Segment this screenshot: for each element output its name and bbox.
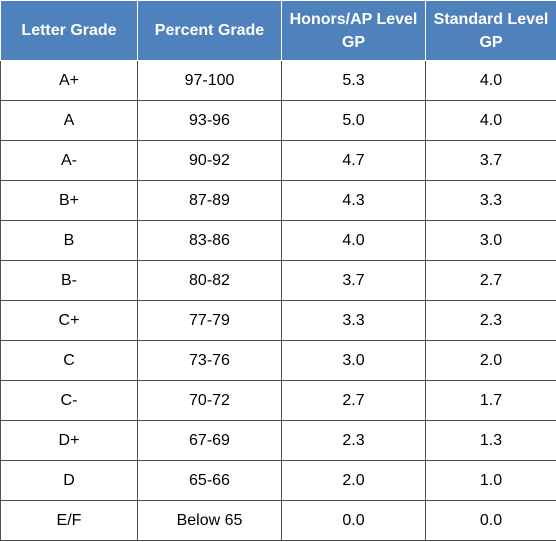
cell-standard-gp: 3.3 — [425, 180, 556, 221]
cell-percent-grade: 93-96 — [137, 100, 282, 141]
cell-letter-grade: E/F — [0, 500, 138, 541]
cell-honors-ap-gp: 4.3 — [281, 180, 426, 221]
cell-percent-grade: 80-82 — [137, 260, 282, 301]
cell-percent-grade: 67-69 — [137, 420, 282, 461]
cell-letter-grade: B+ — [0, 180, 138, 221]
cell-percent-grade: 83-86 — [137, 220, 282, 261]
cell-standard-gp: 3.7 — [425, 140, 556, 181]
cell-standard-gp: 2.0 — [425, 340, 556, 381]
cell-honors-ap-gp: 2.3 — [281, 420, 426, 461]
cell-letter-grade: C- — [0, 380, 138, 421]
table-row: D 65-66 2.0 1.0 — [0, 460, 556, 501]
cell-percent-grade: 87-89 — [137, 180, 282, 221]
table-row: C+ 77-79 3.3 2.3 — [0, 300, 556, 341]
cell-letter-grade: A — [0, 100, 138, 141]
cell-honors-ap-gp: 2.7 — [281, 380, 426, 421]
cell-percent-grade: 65-66 — [137, 460, 282, 501]
cell-letter-grade: D — [0, 460, 138, 501]
cell-percent-grade: 77-79 — [137, 300, 282, 341]
cell-honors-ap-gp: 5.3 — [281, 60, 426, 101]
cell-percent-grade: 73-76 — [137, 340, 282, 381]
cell-standard-gp: 1.0 — [425, 460, 556, 501]
table-row: B+ 87-89 4.3 3.3 — [0, 180, 556, 221]
table-row: E/F Below 65 0.0 0.0 — [0, 500, 556, 541]
cell-letter-grade: C — [0, 340, 138, 381]
cell-honors-ap-gp: 5.0 — [281, 100, 426, 141]
cell-honors-ap-gp: 3.3 — [281, 300, 426, 341]
table-row: A 93-96 5.0 4.0 — [0, 100, 556, 141]
cell-standard-gp: 3.0 — [425, 220, 556, 261]
cell-letter-grade: A+ — [0, 60, 138, 101]
cell-standard-gp: 1.3 — [425, 420, 556, 461]
cell-honors-ap-gp: 3.7 — [281, 260, 426, 301]
cell-letter-grade: B — [0, 220, 138, 261]
table-header: Letter Grade Percent Grade Honors/AP Lev… — [0, 0, 556, 61]
table-row: D+ 67-69 2.3 1.3 — [0, 420, 556, 461]
table-row: A- 90-92 4.7 3.7 — [0, 140, 556, 181]
cell-letter-grade: A- — [0, 140, 138, 181]
table-row: C 73-76 3.0 2.0 — [0, 340, 556, 381]
header-honors-ap-gp: Honors/AP Level GP — [281, 0, 426, 61]
cell-letter-grade: C+ — [0, 300, 138, 341]
cell-letter-grade: B- — [0, 260, 138, 301]
cell-standard-gp: 2.3 — [425, 300, 556, 341]
cell-honors-ap-gp: 4.7 — [281, 140, 426, 181]
cell-honors-ap-gp: 2.0 — [281, 460, 426, 501]
cell-honors-ap-gp: 3.0 — [281, 340, 426, 381]
table-row: A+ 97-100 5.3 4.0 — [0, 60, 556, 101]
table-row: B 83-86 4.0 3.0 — [0, 220, 556, 261]
cell-percent-grade: 70-72 — [137, 380, 282, 421]
header-percent-grade: Percent Grade — [137, 0, 282, 61]
cell-percent-grade: 97-100 — [137, 60, 282, 101]
header-letter-grade: Letter Grade — [0, 0, 138, 61]
cell-standard-gp: 4.0 — [425, 100, 556, 141]
table-row: C- 70-72 2.7 1.7 — [0, 380, 556, 421]
cell-standard-gp: 2.7 — [425, 260, 556, 301]
header-row: Letter Grade Percent Grade Honors/AP Lev… — [0, 0, 556, 61]
table-body: A+ 97-100 5.3 4.0 A 93-96 5.0 4.0 A- 90-92 4.7 3.7 B… — [0, 60, 556, 541]
cell-honors-ap-gp: 0.0 — [281, 500, 426, 541]
cell-standard-gp: 4.0 — [425, 60, 556, 101]
cell-percent-grade: Below 65 — [137, 500, 282, 541]
cell-standard-gp: 1.7 — [425, 380, 556, 421]
table-row: B- 80-82 3.7 2.7 — [0, 260, 556, 301]
cell-percent-grade: 90-92 — [137, 140, 282, 181]
cell-standard-gp: 0.0 — [425, 500, 556, 541]
cell-honors-ap-gp: 4.0 — [281, 220, 426, 261]
header-standard-gp: Standard Level GP — [425, 0, 556, 61]
cell-letter-grade: D+ — [0, 420, 138, 461]
